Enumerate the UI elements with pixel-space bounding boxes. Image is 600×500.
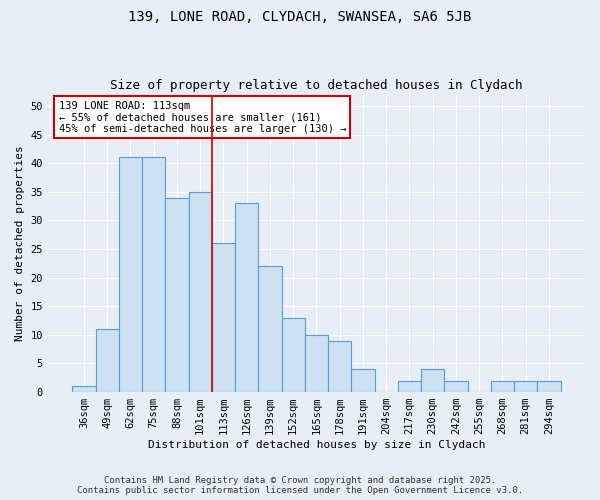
Bar — [73, 386, 95, 392]
Bar — [398, 380, 421, 392]
Bar — [305, 335, 328, 392]
Bar — [95, 329, 119, 392]
Bar — [142, 158, 166, 392]
Title: Size of property relative to detached houses in Clydach: Size of property relative to detached ho… — [110, 79, 523, 92]
Bar — [281, 318, 305, 392]
Bar — [514, 380, 538, 392]
Bar — [421, 369, 445, 392]
Bar — [328, 340, 352, 392]
Bar — [445, 380, 467, 392]
Bar — [166, 198, 188, 392]
Bar — [259, 266, 281, 392]
Bar — [235, 204, 259, 392]
Bar — [491, 380, 514, 392]
Y-axis label: Number of detached properties: Number of detached properties — [15, 146, 25, 341]
Bar — [119, 158, 142, 392]
Bar — [352, 369, 374, 392]
Text: 139, LONE ROAD, CLYDACH, SWANSEA, SA6 5JB: 139, LONE ROAD, CLYDACH, SWANSEA, SA6 5J… — [128, 10, 472, 24]
Bar — [538, 380, 560, 392]
Bar — [212, 244, 235, 392]
Text: 139 LONE ROAD: 113sqm
← 55% of detached houses are smaller (161)
45% of semi-det: 139 LONE ROAD: 113sqm ← 55% of detached … — [59, 100, 346, 134]
X-axis label: Distribution of detached houses by size in Clydach: Distribution of detached houses by size … — [148, 440, 485, 450]
Text: Contains HM Land Registry data © Crown copyright and database right 2025.
Contai: Contains HM Land Registry data © Crown c… — [77, 476, 523, 495]
Bar — [188, 192, 212, 392]
